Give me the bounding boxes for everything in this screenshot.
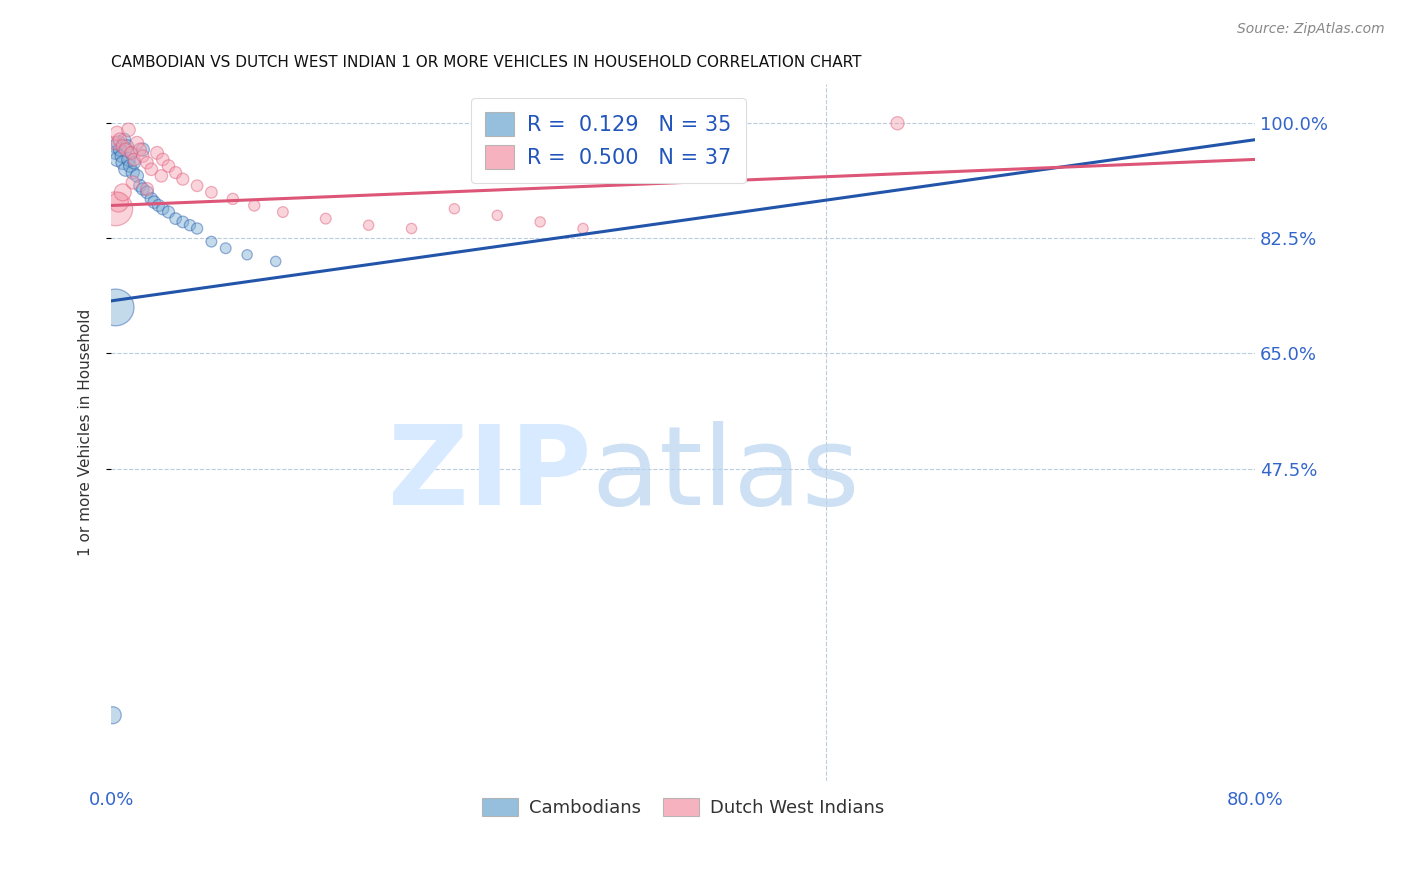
Legend: Cambodians, Dutch West Indians: Cambodians, Dutch West Indians	[475, 790, 891, 824]
Y-axis label: 1 or more Vehicles in Household: 1 or more Vehicles in Household	[79, 309, 93, 556]
Point	[121, 176, 143, 190]
Point	[357, 218, 380, 232]
Point	[186, 178, 208, 193]
Point	[152, 153, 174, 167]
Point	[136, 155, 159, 169]
Point	[121, 165, 143, 179]
Point	[112, 133, 135, 147]
Point	[148, 198, 170, 212]
Point	[136, 182, 159, 196]
Point	[104, 202, 127, 216]
Point	[136, 186, 159, 200]
Point	[200, 186, 222, 200]
Point	[104, 301, 127, 315]
Point	[125, 169, 148, 183]
Point	[125, 136, 148, 150]
Point	[120, 145, 142, 160]
Point	[486, 208, 509, 222]
Point	[107, 195, 129, 210]
Point	[108, 143, 131, 157]
Text: Source: ZipAtlas.com: Source: ZipAtlas.com	[1237, 22, 1385, 37]
Point	[132, 149, 155, 163]
Point	[129, 143, 152, 157]
Point	[132, 182, 155, 196]
Point	[111, 155, 134, 169]
Point	[120, 145, 142, 160]
Point	[129, 178, 152, 193]
Point	[146, 145, 169, 160]
Point	[443, 202, 465, 216]
Point	[141, 192, 163, 206]
Point	[572, 221, 595, 235]
Point	[165, 211, 187, 226]
Point	[141, 162, 163, 177]
Point	[236, 248, 259, 262]
Text: atlas: atlas	[592, 421, 860, 528]
Point	[104, 145, 127, 160]
Point	[111, 186, 134, 200]
Point	[222, 192, 245, 206]
Point	[215, 241, 238, 255]
Point	[315, 211, 337, 226]
Point	[243, 198, 266, 212]
Point	[117, 123, 139, 137]
Text: CAMBODIAN VS DUTCH WEST INDIAN 1 OR MORE VEHICLES IN HOUSEHOLD CORRELATION CHART: CAMBODIAN VS DUTCH WEST INDIAN 1 OR MORE…	[111, 55, 862, 70]
Point	[122, 153, 145, 167]
Point	[101, 708, 124, 723]
Point	[103, 136, 125, 150]
Point	[200, 235, 222, 249]
Point	[157, 159, 180, 173]
Point	[529, 215, 551, 229]
Point	[122, 155, 145, 169]
Point	[108, 133, 131, 147]
Point	[110, 149, 132, 163]
Point	[132, 143, 155, 157]
Point	[264, 254, 287, 268]
Point	[152, 202, 174, 216]
Point	[150, 169, 173, 183]
Point	[114, 143, 136, 157]
Point	[271, 205, 294, 219]
Point	[107, 136, 129, 150]
Point	[157, 205, 180, 219]
Point	[172, 172, 194, 186]
Point	[172, 215, 194, 229]
Point	[186, 221, 208, 235]
Point	[179, 218, 201, 232]
Point	[111, 139, 134, 153]
Text: ZIP: ZIP	[388, 421, 592, 528]
Point	[886, 116, 908, 130]
Point	[118, 159, 141, 173]
Point	[105, 126, 128, 140]
Point	[105, 153, 128, 167]
Point	[103, 139, 125, 153]
Point	[401, 221, 423, 235]
Point	[114, 162, 136, 177]
Point	[165, 165, 187, 179]
Point	[143, 195, 166, 210]
Point	[115, 139, 138, 153]
Point	[117, 153, 139, 167]
